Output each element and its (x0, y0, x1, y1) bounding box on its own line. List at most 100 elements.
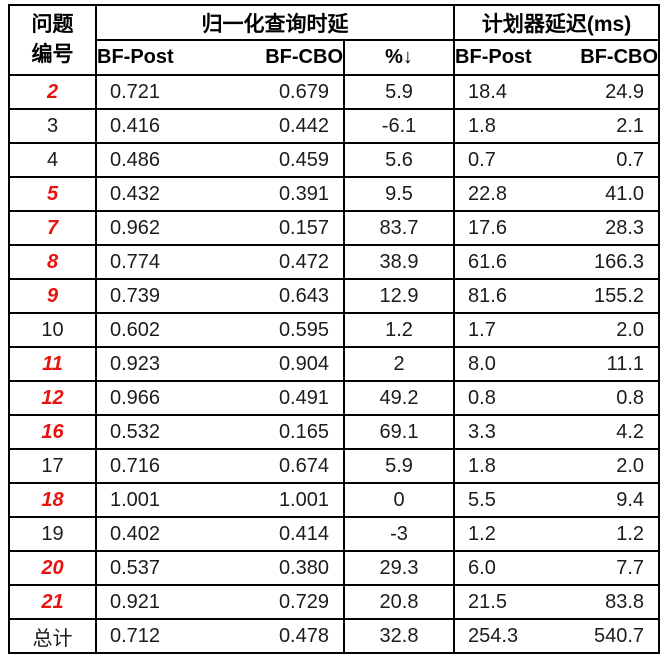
planner-bfpost-cell: 61.6 (453, 244, 558, 280)
pct-decrease-cell: 1.2 (342, 312, 456, 348)
pct-decrease-cell: 32.8 (342, 618, 456, 654)
table-row: 3 0.416 0.442 -6.1 1.8 2.1 (8, 108, 661, 144)
planner-bfpost-cell: 0.8 (453, 380, 558, 416)
question-id-cell: 总计 (8, 618, 97, 654)
question-id-cell: 18 (8, 482, 97, 518)
planner-bfpost-cell: 1.8 (453, 108, 558, 144)
question-id-cell: 8 (8, 244, 97, 280)
planner-bfcbo-cell: 2.1 (557, 108, 661, 144)
pct-decrease-cell: 49.2 (342, 380, 456, 416)
planner-bfcbo-cell: 166.3 (557, 244, 661, 280)
latency-bfcbo-cell: 0.157 (220, 210, 345, 246)
table-row: 19 0.402 0.414 -3 1.2 1.2 (8, 516, 661, 552)
planner-bfcbo-cell: 28.3 (557, 210, 661, 246)
planner-bfpost-cell: 1.8 (453, 448, 558, 484)
planner-bfpost-cell: 254.3 (453, 618, 558, 654)
latency-bfcbo-cell: 0.472 (220, 244, 345, 280)
table-row: 10 0.602 0.595 1.2 1.7 2.0 (8, 312, 661, 348)
latency-bfpost-cell: 0.537 (95, 550, 220, 586)
latency-bfcbo-cell: 1.001 (220, 482, 345, 518)
latency-bfcbo-cell: 0.391 (220, 176, 345, 212)
planner-bfpost-cell: 81.6 (453, 278, 558, 314)
question-id-cell: 17 (8, 448, 97, 484)
pct-decrease-cell: 29.3 (342, 550, 456, 586)
planner-bfcbo-cell: 2.0 (557, 448, 661, 484)
question-id-column-header: 问题 编号 (8, 4, 97, 76)
table-row: 11 0.923 0.904 2 8.0 11.1 (8, 346, 661, 382)
table-body: 2 0.721 0.679 5.9 18.4 24.9 3 0.416 0.442 -6.1 1.8… (8, 74, 661, 654)
latency-bfpost-cell: 0.774 (95, 244, 220, 280)
planner-bfcbo-cell: 24.9 (557, 74, 661, 110)
question-id-cell: 5 (8, 176, 97, 212)
latency-bfcbo-cell: 0.674 (220, 448, 345, 484)
planner-bfcbo-cell: 1.2 (557, 516, 661, 552)
planner-bfpost-cell: 5.5 (453, 482, 558, 518)
question-id-cell: 21 (8, 584, 97, 620)
pct-decrease-cell: 9.5 (342, 176, 456, 212)
pct-decrease-cell: 5.6 (342, 142, 456, 178)
table-row: 20 0.537 0.380 29.3 6.0 7.7 (8, 550, 661, 586)
latency-bfpost-cell: 0.712 (95, 618, 220, 654)
table-row: 总计 0.712 0.478 32.8 254.3 540.7 (8, 618, 661, 654)
planner-bfcbo-cell: 4.2 (557, 414, 661, 450)
question-id-cell: 4 (8, 142, 97, 178)
latency-bfpost-cell: 0.532 (95, 414, 220, 450)
latency-bfpost-cell: 0.402 (95, 516, 220, 552)
question-id-cell: 9 (8, 278, 97, 314)
planner-bfpost-cell: 1.2 (453, 516, 558, 552)
question-id-cell: 20 (8, 550, 97, 586)
planner-bfcbo-cell: 0.8 (557, 380, 661, 416)
planner-bfpost-cell: 0.7 (453, 142, 558, 178)
planner-bfcbo-cell: 0.7 (557, 142, 661, 178)
question-id-header-line2: 编号 (31, 43, 74, 66)
planner-bfpost-cell: 17.6 (453, 210, 558, 246)
pct-decrease-cell: 69.1 (342, 414, 456, 450)
planner-bfcbo-cell: 83.8 (557, 584, 661, 620)
latency-bfcbo-cell: 0.442 (220, 108, 345, 144)
table-row: 21 0.921 0.729 20.8 21.5 83.8 (8, 584, 661, 620)
planner-delay-group-header: 计划器延迟(ms) (453, 4, 661, 41)
planner-bfcbo-cell: 41.0 (557, 176, 661, 212)
planner-bfcbo-cell: 9.4 (557, 482, 661, 518)
latency-bfcbo-cell: 0.643 (220, 278, 345, 314)
latency-bfpost-cell: 0.923 (95, 346, 220, 382)
question-id-cell: 10 (8, 312, 97, 348)
table-header: 问题 编号 归一化查询时延 计划器延迟(ms) BF-Post BF-CBO %… (8, 4, 661, 76)
latency-bfcbo-cell: 0.478 (220, 618, 345, 654)
pct-decrease-cell: 0 (342, 482, 456, 518)
header-row-subcolumns: BF-Post BF-CBO %↓ BF-Post BF-CBO (9, 39, 661, 76)
normalized-latency-group-header: 归一化查询时延 (94, 4, 456, 41)
pct-decrease-cell: 2 (342, 346, 456, 382)
planner-bfpost-cell: 22.8 (453, 176, 558, 212)
table-row: 9 0.739 0.643 12.9 81.6 155.2 (8, 278, 661, 314)
table-row: 4 0.486 0.459 5.6 0.7 0.7 (8, 142, 661, 178)
planner-bfcbo-cell: 540.7 (557, 618, 661, 654)
latency-bfcbo-cell: 0.595 (220, 312, 345, 348)
planner-bfpost-cell: 8.0 (453, 346, 558, 382)
latency-bfcbo-cell: 0.491 (220, 380, 345, 416)
latency-bfpost-cell: 1.001 (95, 482, 220, 518)
planner-bfpost-cell: 3.3 (453, 414, 558, 450)
table-row: 7 0.962 0.157 83.7 17.6 28.3 (8, 210, 661, 246)
header-row-groups: 问题 编号 归一化查询时延 计划器延迟(ms) (8, 4, 661, 76)
table-row: 17 0.716 0.674 5.9 1.8 2.0 (8, 448, 661, 484)
latency-bfpost-cell: 0.966 (95, 380, 220, 416)
latency-bfcbo-cell: 0.414 (220, 516, 345, 552)
latency-bfcbo-cell: 0.380 (220, 550, 345, 586)
pct-decrease-cell: -6.1 (342, 108, 456, 144)
latency-bfcbo-cell: 0.459 (220, 142, 345, 178)
table-row: 12 0.966 0.491 49.2 0.8 0.8 (8, 380, 661, 416)
table-row: 2 0.721 0.679 5.9 18.4 24.9 (8, 74, 661, 110)
question-id-cell: 12 (8, 380, 97, 416)
question-id-cell: 19 (8, 516, 97, 552)
latency-bfcbo-cell: 0.679 (220, 74, 345, 110)
latency-bfpost-cell: 0.486 (95, 142, 220, 178)
latency-bfcbo-cell: 0.165 (220, 414, 345, 450)
planner-bfpost-cell: 18.4 (453, 74, 558, 110)
planner-bfcbo-cell: 11.1 (557, 346, 661, 382)
latency-bfpost-cell: 0.602 (95, 312, 220, 348)
planner-bfpost-cell: 6.0 (453, 550, 558, 586)
question-id-cell: 2 (8, 74, 97, 110)
planner-bfcbo-header: BF-CBO (557, 39, 661, 76)
question-id-cell: 11 (8, 346, 97, 382)
